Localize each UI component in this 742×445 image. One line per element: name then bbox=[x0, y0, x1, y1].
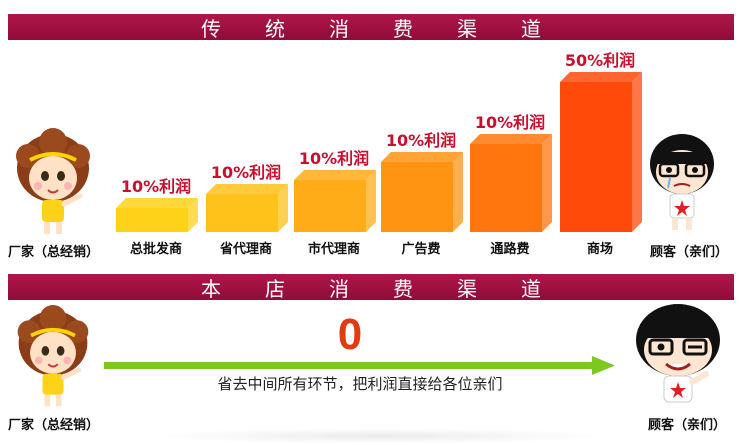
customer-label-top: 顾客（亲们） bbox=[650, 245, 729, 260]
bar-front-3 bbox=[294, 180, 366, 232]
bottom-banner-title: 本店消费渠道 bbox=[201, 276, 585, 301]
bar-side-4 bbox=[453, 152, 463, 232]
top-banner-title: 传统消费渠道 bbox=[201, 16, 585, 41]
bar-side-1 bbox=[188, 198, 198, 232]
category-label: 广告费 bbox=[401, 241, 440, 257]
bar-side-2 bbox=[278, 184, 288, 232]
manufacturer-label-bottom: 厂家（总经销） bbox=[8, 418, 100, 433]
category-label: 市代理商 bbox=[308, 241, 360, 257]
bar-front-4 bbox=[381, 162, 453, 232]
bar-data-label: 10%利润 bbox=[299, 149, 369, 168]
manufacturer-cartoon-icon bbox=[16, 128, 90, 234]
bottom-shadow bbox=[150, 428, 610, 444]
bar-front-1 bbox=[116, 208, 188, 232]
bar-side-5 bbox=[542, 134, 552, 232]
bar-top-6 bbox=[560, 72, 642, 82]
bar-2 bbox=[206, 184, 288, 232]
bar-4 bbox=[381, 152, 463, 232]
bar-top-5 bbox=[470, 134, 552, 144]
bar-5 bbox=[470, 134, 552, 232]
customer-label-bottom: 顾客（亲们） bbox=[648, 418, 727, 433]
bar-6 bbox=[560, 72, 642, 232]
bar-data-label: 10%利润 bbox=[211, 163, 281, 182]
manufacturer-label-top: 厂家（总经销） bbox=[8, 245, 100, 260]
customer-cartoon-icon bbox=[650, 134, 714, 230]
bar-3 bbox=[294, 170, 376, 232]
bar-side-6 bbox=[632, 72, 642, 232]
bar-top-2 bbox=[206, 184, 288, 194]
top-banner: 传统消费渠道 bbox=[8, 14, 734, 41]
category-label: 总批发商 bbox=[130, 241, 182, 257]
bar-data-label: 10%利润 bbox=[475, 113, 545, 132]
customer-cartoon-icon bbox=[636, 304, 720, 403]
bottom-banner: 本店消费渠道 bbox=[8, 274, 734, 301]
bar-top-1 bbox=[116, 198, 198, 208]
zero-profit-value: 0 bbox=[337, 310, 363, 359]
category-label: 省代理商 bbox=[219, 241, 272, 257]
bar-top-4 bbox=[381, 152, 463, 162]
category-label: 商场 bbox=[587, 241, 613, 257]
manufacturer-cartoon-icon bbox=[17, 305, 89, 407]
bar-front-2 bbox=[206, 194, 278, 232]
category-label: 通路费 bbox=[490, 241, 529, 257]
bar-side-3 bbox=[366, 170, 376, 232]
bar-front-6 bbox=[560, 82, 632, 232]
bar-data-label: 50%利润 bbox=[565, 51, 635, 70]
bar-1 bbox=[116, 198, 198, 232]
bar-data-label: 10%利润 bbox=[121, 177, 191, 196]
arrow-line bbox=[104, 356, 615, 375]
arrow-caption: 省去中间所有环节，把利润直接给各位亲们 bbox=[217, 375, 503, 393]
bar-top-3 bbox=[294, 170, 376, 180]
bar-front-5 bbox=[470, 144, 542, 232]
bar-data-label: 10%利润 bbox=[386, 131, 456, 150]
